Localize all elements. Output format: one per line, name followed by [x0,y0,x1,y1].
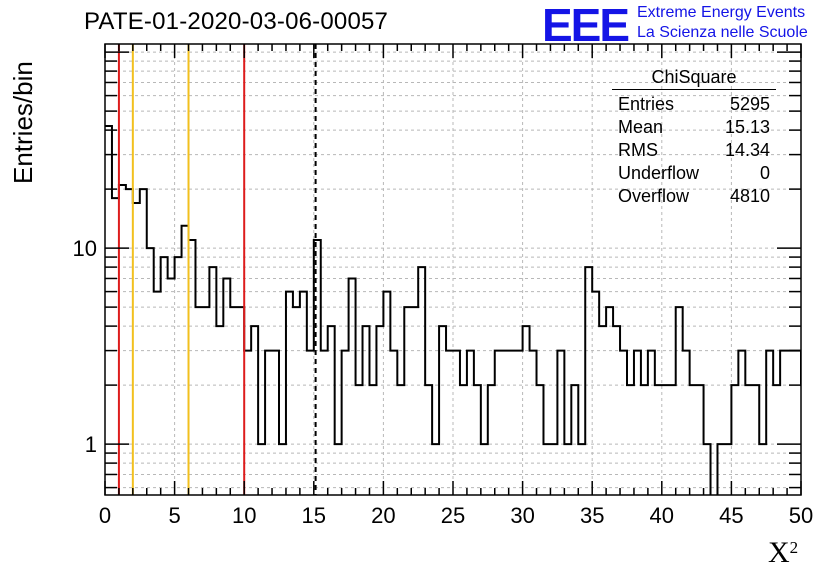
stats-value: 15.13 [724,117,770,137]
eee-logo: EEE [542,0,630,51]
x-tick-label: 15 [302,503,326,528]
stats-row-rms: RMS 14.34 [612,139,776,162]
x-tick-label: 5 [168,503,180,528]
stats-value: 0 [759,163,770,183]
x-tick-label: 50 [789,503,813,528]
stats-title: ChiSquare [612,66,776,90]
histogram-bars [105,124,801,495]
x-tick-label: 10 [232,503,256,528]
histogram-outline [105,124,801,495]
y-axis-label: Entries/bin [8,61,38,184]
x-axis-label-symbol: X [768,536,790,569]
x-axis-label: X2 [768,536,798,570]
stats-box: ChiSquare Entries 5295 Mean 15.13 RMS 14.34… [612,66,776,208]
x-tick-label: 30 [510,503,534,528]
stats-label: Mean [618,117,664,137]
stats-label: Entries [618,94,675,114]
stats-row-entries: Entries 5295 [612,93,776,116]
stats-label: RMS [618,140,658,160]
x-tick-label: 35 [580,503,604,528]
stats-value: 5295 [729,94,770,114]
stats-label: Underflow [618,163,700,183]
logo-line-1: Extreme Energy Events [637,4,806,21]
x-tick-label: 25 [441,503,465,528]
stats-row-overflow: Overflow 4810 [612,185,776,208]
logo-line-2: La Scienza nelle Scuole [637,24,808,41]
x-tick-label: 0 [99,503,111,528]
stats-value: 4810 [729,186,770,206]
x-tick-label: 20 [371,503,395,528]
stats-row-underflow: Underflow 0 [612,162,776,185]
stats-label: Overflow [618,186,690,206]
chart-title: PATE-01-2020-03-06-00057 [84,8,389,35]
stats-value: 14.34 [724,140,770,160]
stats-row-mean: Mean 15.13 [612,116,776,139]
y-tick-label: 10 [73,236,97,261]
threshold-lines [117,44,317,495]
x-axis-label-superscript: 2 [789,538,799,557]
x-tick-label: 40 [650,503,674,528]
axes: 0 5 10 15 20 25 30 35 40 45 50 1 10 [73,43,813,528]
x-tick-label: 45 [719,503,743,528]
y-tick-label: 1 [85,432,97,457]
